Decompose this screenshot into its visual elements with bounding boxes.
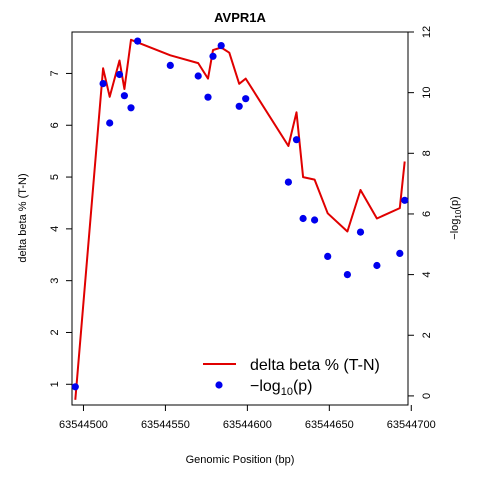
- y2-tick-label: 4: [421, 272, 433, 278]
- x-axis: 63544500 63544550 63544600 63544650 63544700: [59, 405, 436, 431]
- x-tick-label: 63544700: [387, 419, 436, 431]
- y-tick-label: 4: [49, 226, 61, 232]
- y-tick-label: 1: [49, 381, 61, 387]
- x-tick-label: 63544550: [141, 419, 190, 431]
- data-point-neglog10p: [242, 95, 250, 103]
- y2-tick-label: 0: [421, 393, 433, 399]
- data-point-neglog10p: [209, 52, 217, 60]
- y2-tick-label: 12: [421, 26, 433, 38]
- plot-frame: [71, 31, 409, 406]
- y2-tick-label: 2: [421, 332, 433, 338]
- y2-tick-label: 6: [421, 211, 433, 217]
- data-point-neglog10p: [235, 102, 243, 110]
- data-point-neglog10p: [343, 271, 351, 279]
- data-point-neglog10p: [284, 178, 292, 186]
- x-axis-label: Genomic Position (bp): [186, 454, 295, 466]
- data-point-neglog10p: [204, 93, 212, 101]
- y-axis-label: delta beta % (T-N): [17, 173, 29, 262]
- data-point-neglog10p: [106, 119, 114, 127]
- data-point-neglog10p: [71, 383, 79, 391]
- legend-entry-neglog10p: −log10(p): [250, 378, 313, 398]
- x-tick-label: 63544650: [305, 419, 354, 431]
- y-tick-label: 2: [49, 329, 61, 335]
- data-point-neglog10p: [194, 72, 202, 80]
- x-tick-label: 63544600: [223, 419, 272, 431]
- y2-tick-label: 10: [421, 87, 433, 99]
- legend-point-swatch: [215, 381, 223, 389]
- data-point-neglog10p: [356, 228, 365, 236]
- y-tick-label: 7: [49, 70, 61, 76]
- series-line-delta-beta: [74, 38, 406, 400]
- y-axis-left: 1 2 3 4 5 6 7: [49, 70, 72, 387]
- series-layer: [71, 37, 409, 400]
- data-point-neglog10p: [401, 196, 409, 204]
- data-point-neglog10p: [120, 92, 128, 100]
- data-point-neglog10p: [134, 37, 142, 45]
- data-point-neglog10p: [115, 70, 124, 79]
- data-point-neglog10p: [166, 61, 174, 69]
- data-point-neglog10p: [217, 42, 225, 50]
- data-point-neglog10p: [311, 216, 319, 224]
- data-point-neglog10p: [127, 104, 135, 112]
- legend-entry-delta-beta: delta beta % (T-N): [250, 357, 380, 374]
- data-point-neglog10p: [99, 80, 107, 88]
- data-point-neglog10p: [292, 136, 301, 144]
- data-point-neglog10p: [396, 249, 404, 257]
- legend: delta beta % (T-N) −log10(p): [203, 357, 380, 398]
- y-axis-right: 0 2 4 6 8 10 12: [408, 26, 433, 399]
- y-tick-label: 3: [49, 278, 61, 284]
- plot-area: [71, 31, 409, 406]
- chart-title: AVPR1A: [214, 10, 266, 25]
- y-tick-label: 6: [49, 122, 61, 128]
- y-tick-label: 5: [49, 174, 61, 180]
- y2-tick-label: 8: [421, 150, 433, 156]
- data-point-neglog10p: [373, 261, 381, 270]
- data-point-neglog10p: [299, 214, 307, 223]
- x-tick-label: 63544500: [59, 419, 108, 431]
- y2-axis-label: −log10(p): [449, 196, 463, 239]
- data-point-neglog10p: [324, 252, 332, 260]
- y2-axis-label-text: −log10(p): [449, 196, 463, 239]
